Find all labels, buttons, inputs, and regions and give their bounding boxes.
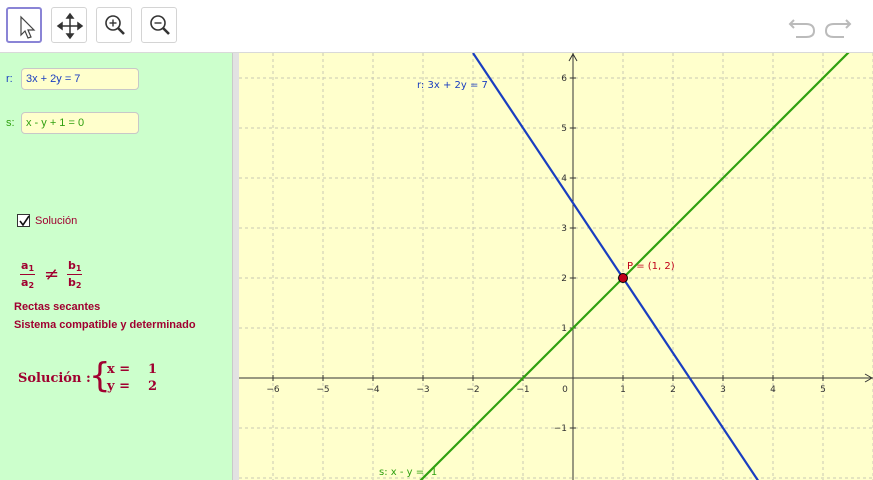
fraction-a1-a2: a1 a2 [20, 259, 36, 290]
equation-r-input[interactable]: 3x + 2y = 7 [21, 68, 139, 90]
system-y-value: 2 [148, 379, 158, 394]
move-tool-button[interactable] [6, 7, 42, 43]
y-tick-label: 6 [561, 74, 567, 84]
x-tick-label: 3 [720, 385, 726, 395]
equation-r-label: r: [6, 73, 13, 85]
x-tick-label: −4 [366, 385, 380, 395]
x-tick-label: −1 [516, 385, 529, 395]
x-tick-label: 5 [820, 385, 826, 395]
graphics-view[interactable]: −6 −5 −4 −3 −2 −1 0 1 2 3 4 5 6 5 4 3 2 1 −1 P = (1, 2) r:… [239, 53, 873, 480]
y-tick-label: 3 [561, 224, 567, 234]
y-tick-label: −1 [554, 424, 567, 434]
solution-checkbox[interactable] [17, 214, 30, 227]
algebra-panel: r: 3x + 2y = 7 s: x - y + 1 = 0 Solución… [0, 53, 232, 480]
line-r-label: r: 3x + 2y = 7 [417, 80, 488, 91]
move-arrows-icon [56, 12, 84, 40]
system-x-value: 1 [148, 362, 158, 377]
zoom-out-tool-button[interactable] [141, 7, 177, 43]
zoom-in-icon [105, 15, 125, 35]
redo-icon [824, 19, 852, 38]
x-tick-label: 2 [670, 385, 676, 395]
x-tick-label: −5 [316, 385, 329, 395]
solution-checkbox-label: Solución [35, 215, 78, 227]
y-tick-label: 1 [561, 324, 567, 334]
x-axis-arrow [864, 373, 873, 383]
x-tick-label: −3 [416, 385, 429, 395]
equation-s-input[interactable]: x - y + 1 = 0 [21, 112, 139, 134]
x-tick-label: −6 [266, 385, 280, 395]
redo-button[interactable] [822, 12, 854, 40]
system-y-var: y = [107, 379, 130, 394]
line-s [419, 53, 850, 480]
y-tick-label: 2 [561, 274, 567, 284]
secant-lines-text: Rectas secantes [14, 301, 101, 313]
x-tick-label: −2 [466, 385, 479, 395]
y-axis-arrow [568, 53, 578, 62]
y-tick-label: 4 [561, 174, 567, 184]
x-tick-label: 4 [770, 385, 776, 395]
panel-divider[interactable] [232, 53, 239, 480]
system-x-var: x = [107, 362, 131, 377]
pointer-arrow-icon [20, 15, 36, 39]
undo-button[interactable] [786, 12, 818, 40]
y-tick-label: 5 [561, 124, 567, 134]
solution-label: Solución : [18, 371, 91, 386]
checkmark-icon [19, 215, 30, 227]
equation-s-label: s: [6, 117, 15, 129]
undo-icon [788, 19, 816, 38]
system-brace: { [89, 356, 111, 396]
move-graphics-tool-button[interactable] [51, 7, 87, 43]
coordinate-plane[interactable]: −6 −5 −4 −3 −2 −1 0 1 2 3 4 5 6 5 4 3 2 1 −1 P = (1, 2) r:… [239, 53, 873, 480]
not-equal-symbol: ≠ [44, 264, 60, 285]
system-type-text: Sistema compatible y determinado [14, 319, 196, 331]
zoom-out-icon [150, 15, 170, 35]
toolbar [0, 0, 873, 53]
x-tick-label: 0 [562, 385, 568, 395]
line-s-label: s: x - y = -1 [379, 467, 437, 478]
fraction-b1-b2: b1 b2 [67, 259, 83, 290]
intersection-point[interactable] [618, 273, 628, 283]
point-label: P = (1, 2) [627, 261, 675, 272]
zoom-in-tool-button[interactable] [96, 7, 132, 43]
x-tick-label: 1 [620, 385, 626, 395]
